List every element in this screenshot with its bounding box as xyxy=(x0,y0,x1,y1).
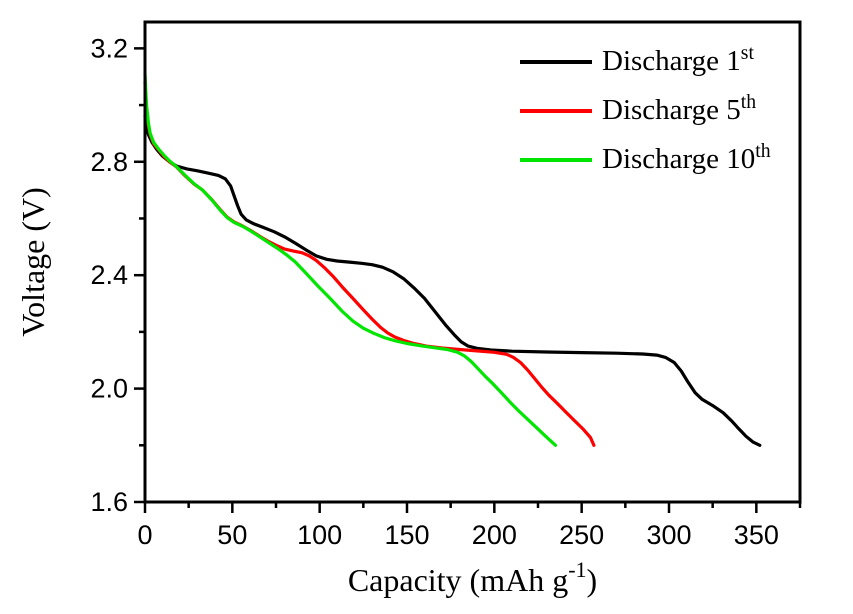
legend-label-discharge-1st: Discharge 1st xyxy=(602,42,754,77)
legend-item-discharge-1st: Discharge 1st xyxy=(520,37,771,86)
y-axis-title: Voltage (V) xyxy=(15,187,51,337)
plot-frame xyxy=(143,20,802,504)
legend-item-discharge-5th: Discharge 5th xyxy=(520,86,771,135)
x-axis-tick-label: 0 xyxy=(137,520,152,550)
legend-item-discharge-10th: Discharge 10th xyxy=(520,135,771,184)
series-line-discharge-1st xyxy=(143,114,762,447)
chart-legend: Discharge 1st Discharge 5th Discharge 10… xyxy=(520,37,771,184)
legend-line-swatch-discharge-10th xyxy=(520,157,592,162)
y-axis-tick-label: 2.4 xyxy=(90,260,128,290)
legend-label-discharge-10th: Discharge 10th xyxy=(602,140,771,175)
y-axis-tick-label: 2.8 xyxy=(90,147,128,177)
x-axis-tick-label: 350 xyxy=(734,520,779,550)
legend-label-discharge-5th: Discharge 5th xyxy=(602,91,757,126)
series-line-discharge-10th xyxy=(143,72,558,447)
x-axis-tick-label: 250 xyxy=(559,520,604,550)
x-axis-title: Capacity (mAh g-1) xyxy=(348,557,597,598)
x-axis-tick-label: 200 xyxy=(472,520,517,550)
y-axis-tick-label: 3.2 xyxy=(90,33,128,63)
x-axis-tick-label: 150 xyxy=(384,520,429,550)
y-axis-tick-label: 1.6 xyxy=(90,487,128,517)
y-axis-tick-label: 2.0 xyxy=(90,374,128,404)
legend-line-swatch-discharge-5th xyxy=(520,108,592,113)
x-axis-tick-label: 100 xyxy=(297,520,342,550)
legend-line-swatch-discharge-1st xyxy=(520,59,592,64)
x-axis-tick-label: 50 xyxy=(217,520,247,550)
x-axis-tick-label: 300 xyxy=(646,520,691,550)
